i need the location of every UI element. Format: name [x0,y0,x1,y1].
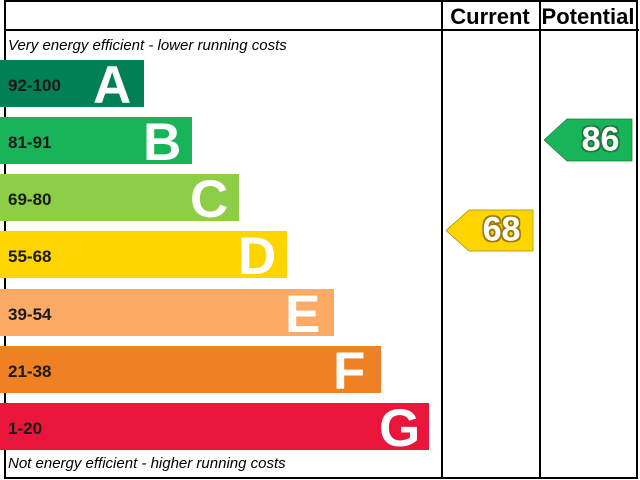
svg-text:68: 68 [483,211,521,249]
svg-text:86: 86 [582,121,620,159]
